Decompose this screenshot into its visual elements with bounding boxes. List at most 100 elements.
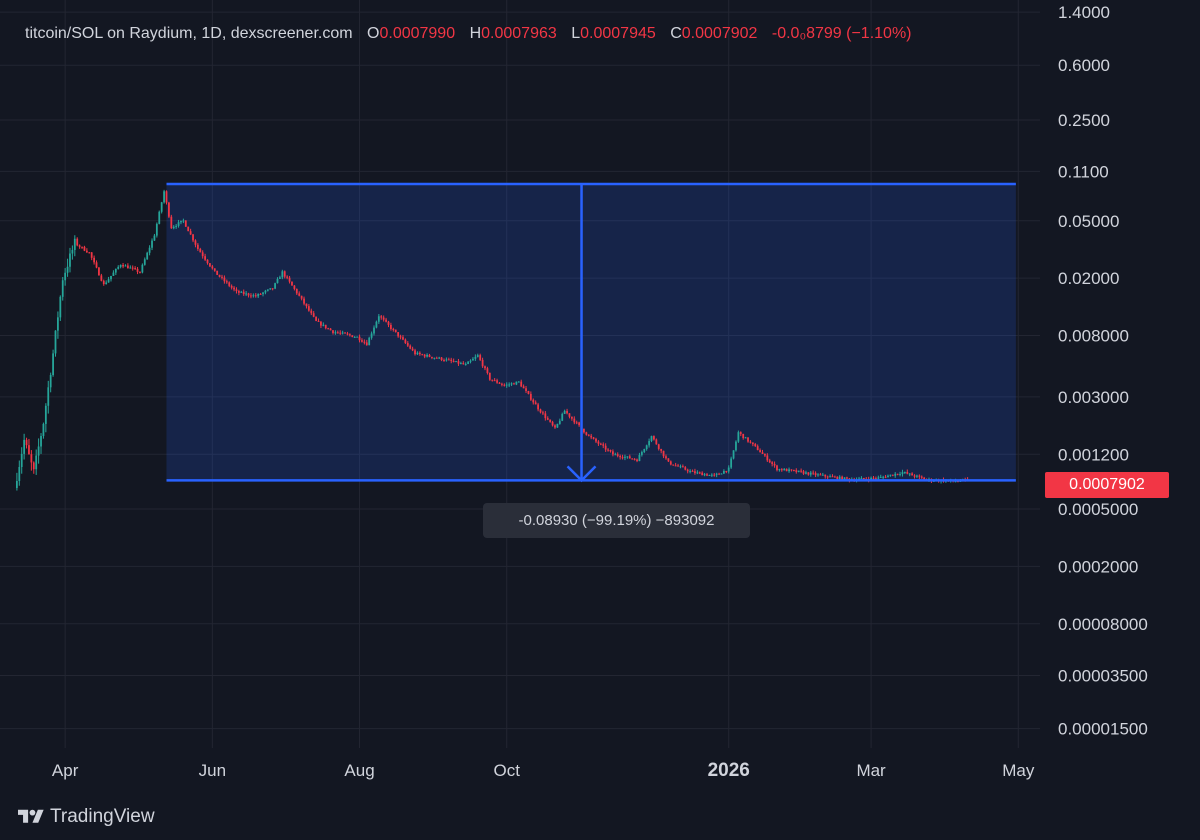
- candle-body: [23, 439, 26, 454]
- candle-body: [817, 474, 819, 476]
- candle-body: [300, 295, 303, 299]
- candle-body: [54, 330, 57, 354]
- candle-body: [710, 474, 713, 476]
- candle-body: [170, 216, 173, 229]
- candle-body: [496, 380, 498, 383]
- candle-body: [522, 386, 525, 389]
- candle-body: [534, 402, 537, 405]
- candle-body: [561, 413, 564, 421]
- candle-body: [213, 268, 216, 271]
- close-value: 0.0007902: [681, 25, 758, 42]
- candle-body: [778, 469, 781, 471]
- candle-body: [551, 421, 554, 426]
- candle-body: [377, 316, 380, 322]
- time-axis[interactable]: Apr Jun Aug Oct 2026 Mar May: [52, 760, 1035, 781]
- candle-body: [445, 359, 448, 361]
- candle-body: [184, 220, 187, 227]
- candle-body: [90, 252, 93, 258]
- candle-body: [307, 306, 310, 311]
- candle-body: [469, 360, 472, 362]
- candle-body: [657, 444, 660, 449]
- candle-body: [916, 475, 918, 477]
- candle-body: [276, 278, 279, 284]
- candle-body: [44, 405, 47, 424]
- candle-body: [754, 444, 757, 447]
- x-tick-label: Aug: [344, 761, 374, 780]
- high-key: H: [469, 25, 482, 42]
- candle-body: [431, 356, 433, 358]
- candle-body: [706, 474, 708, 476]
- candles-layer: [15, 189, 969, 491]
- candle-body: [274, 283, 276, 289]
- candle-body: [694, 471, 696, 474]
- y-tick-label: 0.00008000: [1058, 615, 1148, 634]
- y-tick-label: 0.00001500: [1058, 720, 1148, 739]
- measure-lines[interactable]: [166, 182, 1016, 483]
- candle-body: [542, 412, 544, 414]
- candle-body: [735, 441, 737, 451]
- candle-body: [404, 339, 407, 344]
- candle-body: [180, 220, 182, 223]
- candle-body: [247, 293, 250, 296]
- candle-body: [505, 384, 508, 386]
- candle-body: [177, 222, 180, 226]
- candle-body: [459, 363, 462, 365]
- candle-body: [57, 317, 59, 331]
- candle-body: [636, 459, 638, 462]
- candle-body: [291, 281, 293, 286]
- candle-body: [182, 220, 185, 222]
- candle-body: [802, 471, 805, 474]
- candle-body: [515, 381, 518, 385]
- y-tick-label: 0.6000: [1058, 56, 1110, 75]
- close-key: C: [670, 25, 682, 42]
- candle-body: [595, 438, 597, 442]
- candle-body: [583, 428, 585, 433]
- candle-body: [462, 363, 465, 365]
- y-tick-label: 0.05000: [1058, 212, 1119, 231]
- measure-range-box[interactable]: [166, 183, 1016, 481]
- candle-body: [88, 252, 91, 254]
- candle-body: [143, 259, 146, 265]
- candle-body: [498, 382, 501, 384]
- candle-body: [525, 388, 527, 392]
- candle-body: [517, 381, 520, 383]
- candle-body: [643, 448, 646, 453]
- candle-body: [237, 291, 240, 293]
- candle-body: [879, 476, 882, 478]
- open-value: 0.0007990: [379, 25, 456, 42]
- candle-body: [387, 321, 390, 325]
- candle-body: [394, 329, 397, 333]
- candle-body: [105, 282, 108, 285]
- y-tick-label: 0.003000: [1058, 388, 1129, 407]
- candle-body: [163, 191, 165, 203]
- tradingview-brand[interactable]: TradingView: [18, 804, 155, 830]
- candle-body: [322, 324, 325, 326]
- candle-body: [923, 477, 926, 480]
- candle-body: [196, 244, 199, 249]
- candle-body: [472, 358, 474, 361]
- candle-body: [833, 476, 836, 478]
- candle-body: [305, 303, 308, 307]
- candle-body: [452, 360, 455, 362]
- candle-body: [98, 267, 100, 276]
- candle-body: [626, 456, 629, 458]
- candle-body: [612, 451, 614, 455]
- candle-body: [250, 295, 252, 297]
- price-axis[interactable]: 1.4000 0.6000 0.2500 0.1100 0.05000 0.02000 0.…: [1058, 3, 1148, 738]
- candle-body: [406, 343, 409, 346]
- candle-body: [49, 375, 52, 388]
- candle-body: [131, 267, 134, 269]
- symbol-title[interactable]: titcoin/SOL on Raydium, 1D, dexscreener.…: [25, 25, 353, 42]
- candle-body: [889, 474, 892, 476]
- candle-body: [607, 449, 609, 451]
- candle-body: [807, 472, 810, 475]
- candle-body: [440, 357, 443, 361]
- change-value: -0.0₀8799 (−1.10%): [771, 25, 912, 42]
- candle-body: [715, 473, 718, 475]
- candle-body: [382, 317, 385, 320]
- candle-body: [102, 280, 105, 285]
- tradingview-logo-icon: [18, 809, 44, 823]
- candle-body: [954, 481, 957, 483]
- candle-body: [549, 419, 552, 422]
